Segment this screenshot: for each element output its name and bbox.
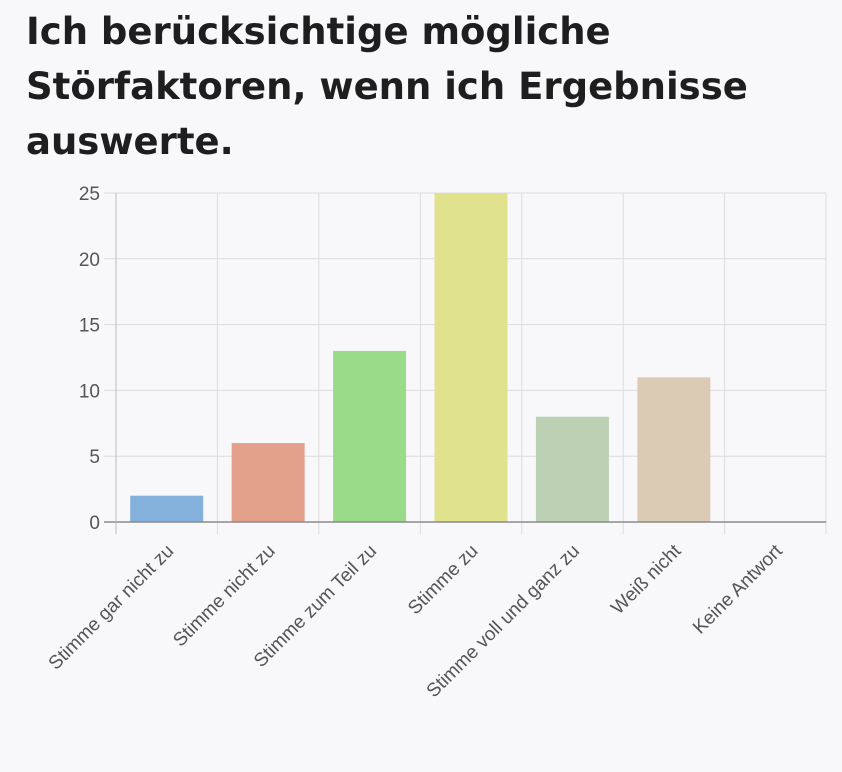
bar-5 [535,416,609,522]
y-tick-label: 25 [79,184,100,205]
bar-3 [333,350,407,522]
y-tick-label: 10 [79,381,100,402]
y-tick-label: 5 [89,447,100,468]
y-tick-label: 15 [79,316,100,337]
bar-1 [130,495,204,522]
bar-2 [231,443,305,522]
x-tick-label: Keine Antwort [689,540,787,638]
x-tick-label: Stimme zu [404,541,482,619]
bar-4 [434,193,508,522]
y-tick-label: 20 [79,250,100,271]
y-tick-label: 0 [89,513,100,534]
x-tick-label: Stimme gar nicht zu [45,541,179,675]
chart-title: Ich berücksichtige mögliche Störfaktoren… [26,10,748,163]
x-tick-label: Weiß nicht [607,540,686,619]
bar-6 [637,377,711,522]
x-tick-label: Stimme nicht zu [169,541,279,651]
